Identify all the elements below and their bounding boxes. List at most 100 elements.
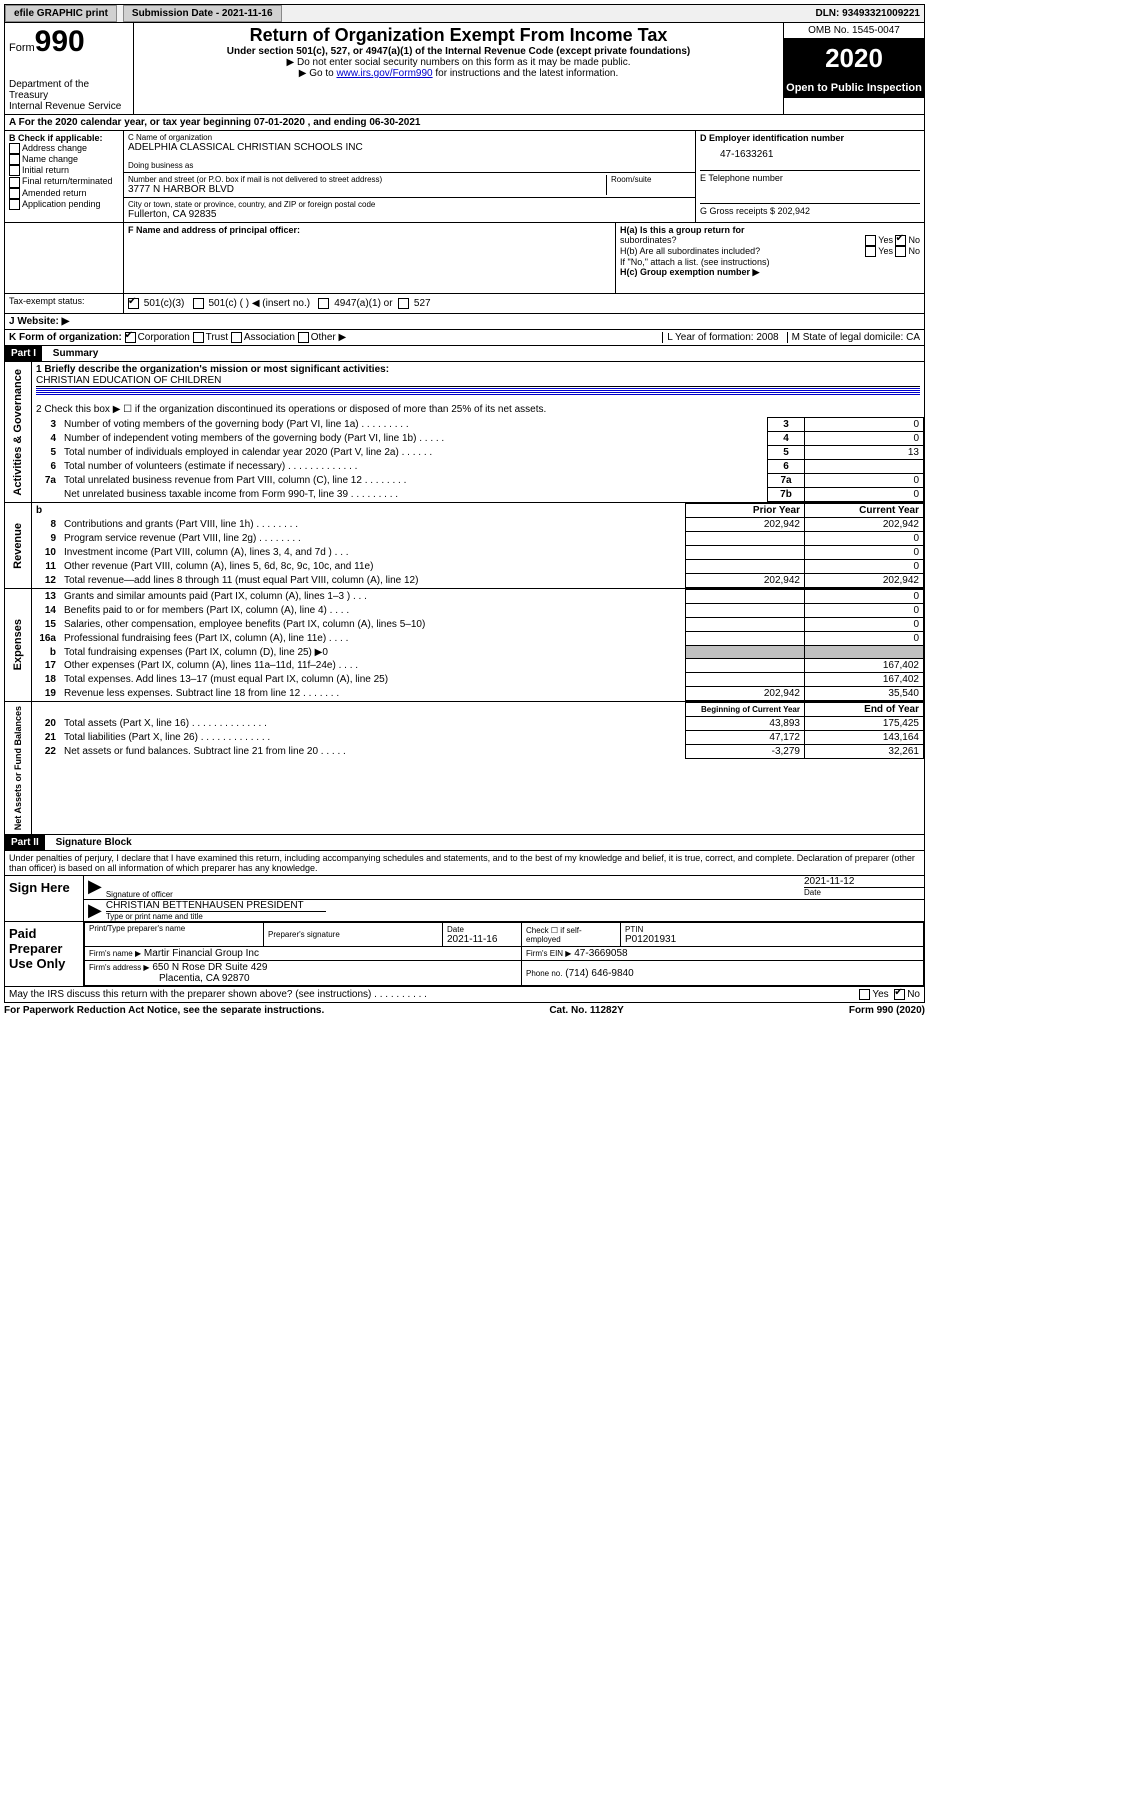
efile-button[interactable]: efile GRAPHIC print	[5, 5, 117, 22]
hb-no: No	[908, 246, 920, 256]
part1-subtitle: Summary	[45, 348, 99, 359]
col-c: C Name of organization ADELPHIA CLASSICA…	[124, 131, 695, 222]
col-prior: Prior Year	[686, 504, 805, 518]
line2: 2 Check this box ▶ ☐ if the organization…	[36, 404, 920, 415]
footer-right: Form 990 (2020)	[849, 1005, 925, 1016]
section-bcde: B Check if applicable: Address change Na…	[4, 131, 925, 223]
assoc-checkbox[interactable]	[231, 332, 242, 343]
ha-no-checkbox[interactable]	[895, 235, 906, 246]
table-row: 4Number of independent voting members of…	[32, 432, 924, 446]
discuss-no-checkbox[interactable]	[894, 989, 905, 1000]
sign-here-label: Sign Here	[5, 876, 84, 921]
line1-label: 1 Briefly describe the organization's mi…	[36, 364, 920, 375]
corp-checkbox[interactable]	[125, 332, 136, 343]
governance-table: 3Number of voting members of the governi…	[32, 417, 924, 502]
governance-side: Activities & Governance	[5, 362, 32, 502]
expenses-section: Expenses 13Grants and similar amounts pa…	[4, 589, 925, 702]
k-label: K Form of organization:	[9, 332, 122, 343]
sign-here-block: Sign Here ▶ Signature of officer 2021-11…	[4, 876, 925, 922]
prep-sig-label: Preparer's signature	[268, 930, 438, 939]
hb-no-checkbox[interactable]	[895, 246, 906, 257]
part1-header: Part I Summary	[4, 346, 925, 362]
room-label: Room/suite	[606, 175, 691, 195]
netassets-side: Net Assets or Fund Balances	[5, 702, 32, 834]
table-row: 5Total number of individuals employed in…	[32, 446, 924, 460]
sig-name-label: Type or print name and title	[106, 912, 924, 921]
open-public-label: Open to Public Inspection	[784, 78, 924, 98]
name-change-checkbox[interactable]	[9, 154, 20, 165]
row-a: A For the 2020 calendar year, or tax yea…	[4, 115, 925, 131]
year-formation: L Year of formation: 2008	[662, 332, 778, 343]
hb-note: If "No," attach a list. (see instruction…	[620, 257, 920, 267]
501c3-checkbox[interactable]	[128, 298, 139, 309]
submission-button[interactable]: Submission Date - 2021-11-16	[123, 5, 282, 22]
addr-change-checkbox[interactable]	[9, 143, 20, 154]
501c-checkbox[interactable]	[193, 298, 204, 309]
website-label: J Website: ▶	[9, 316, 69, 327]
table-row: 3Number of voting members of the governi…	[32, 418, 924, 432]
col-d: D Employer identification number 47-1633…	[695, 131, 924, 222]
note2-post: for instructions and the latest informat…	[433, 68, 619, 79]
form-header: Form990 Department of the Treasury Inter…	[4, 23, 925, 115]
ha-yes-checkbox[interactable]	[865, 235, 876, 246]
paid-prep-label: Paid Preparer Use Only	[5, 922, 84, 986]
netassets-side-label: Net Assets or Fund Balances	[11, 702, 25, 834]
governance-side-label: Activities & Governance	[10, 365, 26, 500]
amended-checkbox[interactable]	[9, 188, 20, 199]
form-number: 990	[35, 25, 85, 58]
ha2: subordinates?	[620, 235, 677, 246]
opt-4947: 4947(a)(1) or	[334, 298, 392, 309]
opt-name: Name change	[22, 154, 78, 164]
4947-checkbox[interactable]	[318, 298, 329, 309]
col-b: B Check if applicable: Address change Na…	[5, 131, 124, 222]
final-return-checkbox[interactable]	[9, 177, 20, 188]
part1-title: Part I	[5, 346, 42, 361]
revenue-side: Revenue	[5, 503, 32, 588]
table-row: 8Contributions and grants (Part VIII, li…	[32, 518, 924, 532]
firm-phone-label: Phone no.	[526, 969, 562, 978]
hb-yes-checkbox[interactable]	[865, 246, 876, 257]
street-label: Number and street (or P.O. box if mail i…	[128, 175, 606, 184]
table-row: 10Investment income (Part VIII, column (…	[32, 546, 924, 560]
table-row: 17Other expenses (Part IX, column (A), l…	[32, 659, 924, 673]
tax-status-row: Tax-exempt status: 501(c)(3) 501(c) ( ) …	[4, 294, 925, 314]
dln-label: DLN: 93493321009221	[815, 8, 924, 19]
table-row: Net unrelated business taxable income fr…	[32, 488, 924, 502]
gross-label: G Gross receipts $ 202,942	[700, 203, 920, 216]
firm-phone: (714) 646-9840	[565, 968, 633, 979]
city: Fullerton, CA 92835	[128, 209, 691, 220]
section-b-label: B Check if applicable:	[9, 133, 119, 143]
part2-header: Part II Signature Block	[4, 835, 925, 851]
opt-corp: Corporation	[138, 332, 190, 343]
discuss-row: May the IRS discuss this return with the…	[4, 987, 925, 1003]
discuss-yes-checkbox[interactable]	[859, 989, 870, 1000]
revenue-table: b Prior Year Current Year 8Contributions…	[32, 503, 924, 588]
sig-label: Signature of officer	[106, 890, 804, 899]
hb-yes: Yes	[878, 246, 893, 256]
dept-label: Department of the Treasury	[9, 79, 129, 101]
discuss-label: May the IRS discuss this return with the…	[9, 989, 427, 1000]
other-checkbox[interactable]	[298, 332, 309, 343]
phone-label: E Telephone number	[700, 170, 920, 183]
initial-return-checkbox[interactable]	[9, 165, 20, 176]
discuss-yes: Yes	[872, 989, 888, 1000]
527-checkbox[interactable]	[398, 298, 409, 309]
table-row: 15Salaries, other compensation, employee…	[32, 618, 924, 632]
form-subtitle: Under section 501(c), 527, or 4947(a)(1)…	[138, 46, 779, 57]
opt-final: Final return/terminated	[22, 176, 113, 186]
footer-left: For Paperwork Reduction Act Notice, see …	[4, 1005, 324, 1016]
ein-value: 47-1633261	[700, 143, 920, 170]
arrow-icon-2: ▶	[84, 900, 106, 921]
table-row: 19Revenue less expenses. Subtract line 1…	[32, 687, 924, 701]
firm-ein: 47-3669058	[574, 948, 627, 959]
street: 3777 N HARBOR BLVD	[128, 184, 606, 195]
app-pending-checkbox[interactable]	[9, 199, 20, 210]
table-row: 22Net assets or fund balances. Subtract …	[32, 745, 924, 759]
section-fh: F Name and address of principal officer:…	[4, 223, 925, 294]
part2-title: Part II	[5, 835, 45, 850]
table-row: 7aTotal unrelated business revenue from …	[32, 474, 924, 488]
trust-checkbox[interactable]	[193, 332, 204, 343]
discuss-no: No	[907, 989, 920, 1000]
f-label: F Name and address of principal officer:	[128, 225, 611, 235]
form990-link[interactable]: www.irs.gov/Form990	[336, 68, 432, 79]
